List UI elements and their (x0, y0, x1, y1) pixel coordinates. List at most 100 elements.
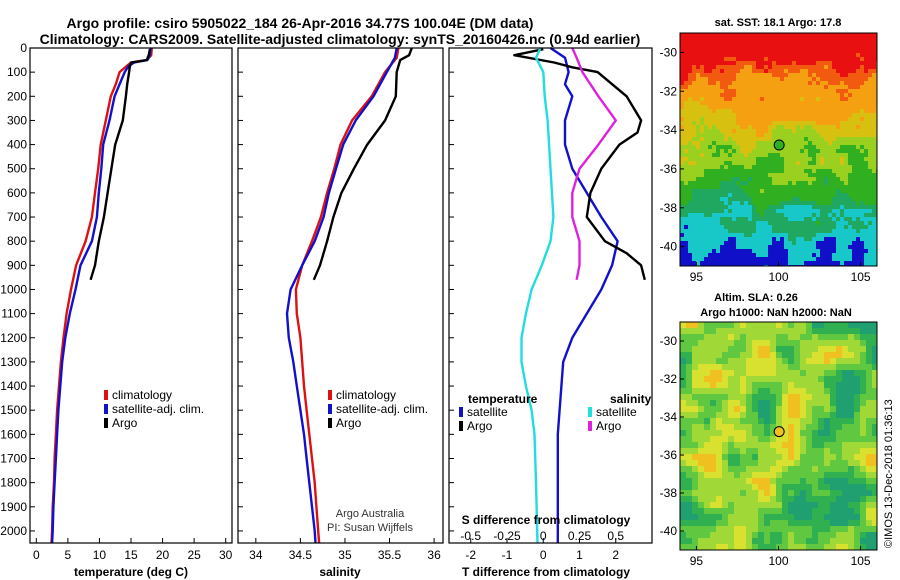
map-cell (788, 89, 792, 93)
map-cell (828, 61, 832, 65)
map-cell (704, 520, 710, 526)
map-cell (680, 221, 684, 225)
map-cell (836, 53, 840, 57)
map-cell (740, 424, 746, 430)
map-cell (792, 261, 796, 265)
map-cell (824, 460, 830, 466)
map-cell (704, 478, 710, 484)
map-cell (832, 237, 836, 241)
map-cell (692, 189, 696, 193)
map-cell (768, 41, 772, 45)
map-cell (832, 205, 836, 209)
map-cell (872, 213, 876, 217)
map-cell (852, 105, 856, 109)
map-cell (818, 442, 824, 448)
map-cell (782, 388, 788, 394)
map-cell (816, 221, 820, 225)
map-cell (712, 105, 716, 109)
map-cell (804, 177, 808, 181)
map-cell (800, 412, 806, 418)
map-cell (712, 257, 716, 261)
map-cell (700, 61, 704, 65)
map-cell (836, 133, 840, 137)
map-cell (710, 424, 716, 430)
map-cell (746, 424, 752, 430)
legend-entry: Argo (596, 419, 622, 433)
map-cell (806, 400, 812, 406)
map-cell (828, 133, 832, 137)
map-cell (700, 37, 704, 41)
map-cell (696, 69, 700, 73)
map-cell (698, 346, 704, 352)
map-cell (772, 213, 776, 217)
map-cell (758, 382, 764, 388)
map-cell (728, 514, 734, 520)
map-cell (680, 117, 684, 121)
map-cell (856, 245, 860, 249)
map-cell (854, 490, 860, 496)
map-cell (712, 233, 716, 237)
map-cell (720, 229, 724, 233)
map-cell (736, 33, 740, 37)
map-cell (848, 137, 852, 141)
map-cell (848, 253, 852, 257)
map-cell (818, 484, 824, 490)
map-cell (704, 105, 708, 109)
map-cell (788, 388, 794, 394)
map-cell (752, 514, 758, 520)
map-cell (756, 85, 760, 89)
map-cell (836, 233, 840, 237)
map-cell (724, 229, 728, 233)
map-cell (688, 197, 692, 201)
map-cell (680, 257, 684, 261)
map-cell (860, 181, 864, 185)
map-cell (700, 201, 704, 205)
map-cell (784, 129, 788, 133)
map-cell (720, 101, 724, 105)
map-cell (680, 532, 686, 538)
map-cell (728, 45, 732, 49)
map-cell (716, 340, 722, 346)
map-cell (696, 121, 700, 125)
map-cell (764, 496, 770, 502)
map-cell (722, 358, 728, 364)
map-cell (748, 169, 752, 173)
map-cell (758, 478, 764, 484)
map-cell (680, 137, 684, 141)
map-cell (764, 418, 770, 424)
map-cell (860, 424, 866, 430)
map-cell (756, 121, 760, 125)
map-cell (720, 133, 724, 137)
map-cell (764, 93, 768, 97)
map-cell (796, 257, 800, 261)
map-cell (854, 502, 860, 508)
map-cell (808, 61, 812, 65)
map-cell (680, 165, 684, 169)
map-cell (784, 85, 788, 89)
map-cell (788, 460, 794, 466)
map-cell (868, 229, 872, 233)
map-cell (696, 37, 700, 41)
map-cell (818, 334, 824, 340)
map-cell (854, 478, 860, 484)
map-cell (770, 370, 776, 376)
map-cell (728, 189, 732, 193)
map-cell (710, 412, 716, 418)
map-cell (752, 322, 758, 328)
map-cell (716, 388, 722, 394)
map-cell (748, 137, 752, 141)
map-cell (836, 418, 842, 424)
map-cell (812, 61, 816, 65)
map-cell (692, 73, 696, 77)
map-cell (836, 412, 842, 418)
map-cell (770, 496, 776, 502)
map-cell (796, 121, 800, 125)
map-cell (736, 245, 740, 249)
map-cell (800, 241, 804, 245)
map-cell (832, 137, 836, 141)
map-cell (760, 173, 764, 177)
map-cell (854, 436, 860, 442)
map-cell (744, 245, 748, 249)
map-cell (722, 424, 728, 430)
map-cell (744, 89, 748, 93)
